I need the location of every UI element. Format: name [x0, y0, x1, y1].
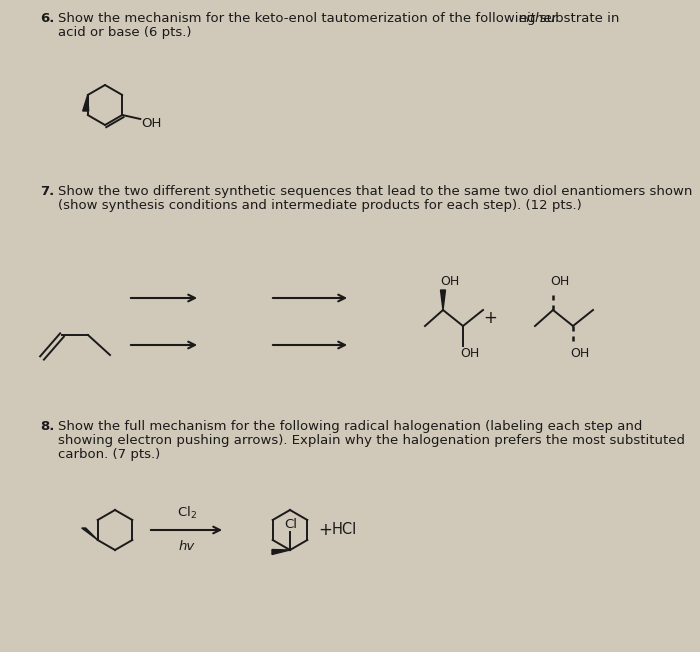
- Text: OH: OH: [550, 275, 569, 288]
- Text: 7.: 7.: [40, 185, 55, 198]
- Text: acid or base (6 pts.): acid or base (6 pts.): [58, 26, 192, 39]
- Text: hv: hv: [178, 540, 195, 553]
- Text: OH: OH: [460, 347, 480, 360]
- Text: OH: OH: [440, 275, 459, 288]
- Text: +: +: [483, 309, 497, 327]
- Text: +: +: [318, 521, 332, 539]
- Polygon shape: [83, 95, 89, 111]
- Text: either: either: [518, 12, 557, 25]
- Text: showing electron pushing arrows). Explain why the halogenation prefers the most : showing electron pushing arrows). Explai…: [58, 434, 685, 447]
- Text: Show the mechanism for the keto-enol tautomerization of the following substrate : Show the mechanism for the keto-enol tau…: [58, 12, 624, 25]
- Text: Cl: Cl: [284, 518, 297, 531]
- Polygon shape: [272, 550, 290, 554]
- Polygon shape: [440, 290, 445, 310]
- Text: Show the two different synthetic sequences that lead to the same two diol enanti: Show the two different synthetic sequenc…: [58, 185, 692, 198]
- Text: Cl$_2$: Cl$_2$: [176, 505, 197, 521]
- Text: Show the full mechanism for the following radical halogenation (labeling each st: Show the full mechanism for the followin…: [58, 420, 643, 433]
- Text: (show synthesis conditions and intermediate products for each step). (12 pts.): (show synthesis conditions and intermedi…: [58, 199, 582, 212]
- Text: 8.: 8.: [40, 420, 55, 433]
- Polygon shape: [82, 528, 98, 540]
- Text: 6.: 6.: [40, 12, 55, 25]
- Text: HCl: HCl: [332, 522, 357, 537]
- Text: carbon. (7 pts.): carbon. (7 pts.): [58, 448, 160, 461]
- Text: OH: OH: [570, 347, 589, 360]
- Text: OH: OH: [141, 117, 162, 130]
